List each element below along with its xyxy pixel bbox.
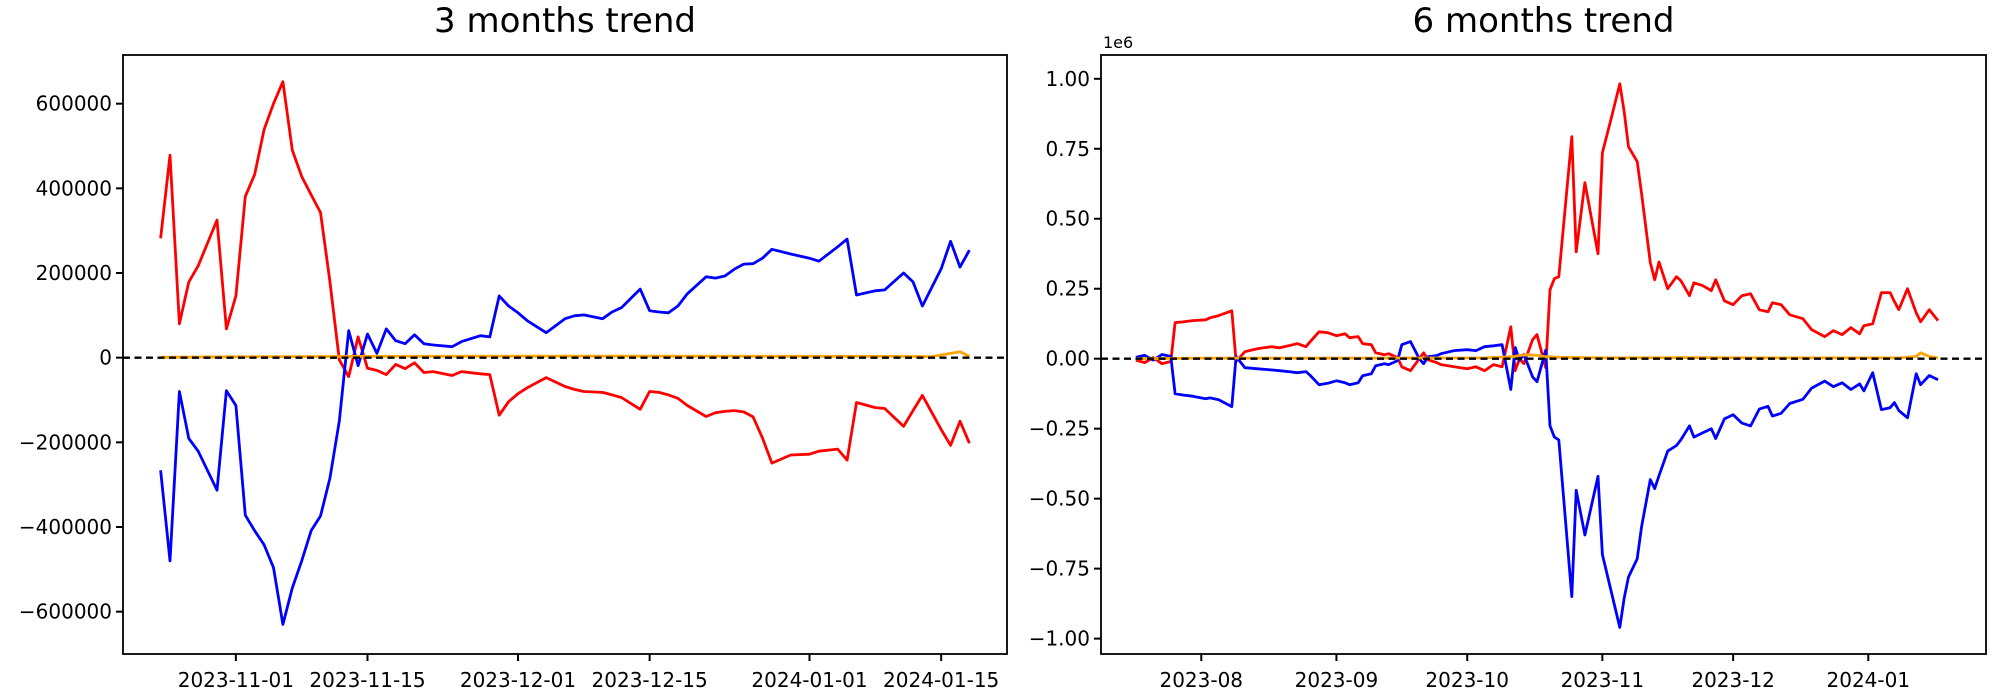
- y-tick-label: −600000: [19, 600, 112, 624]
- x-tick-label: 2023-11-15: [309, 668, 425, 692]
- x-tick-label: 2023-11: [1561, 668, 1645, 692]
- x-tick-label: 2024-01-01: [751, 668, 867, 692]
- y-tick-label: −1.00: [1029, 627, 1090, 651]
- x-tick-label: 2023-08: [1159, 668, 1243, 692]
- y-tick-label: −0.25: [1029, 417, 1090, 441]
- series-red-line: [159, 80, 971, 465]
- y-axis-offset-label: 1e6: [1103, 33, 1134, 52]
- plot-border: [122, 54, 1008, 655]
- y-tick-label: −200000: [19, 430, 112, 454]
- y-tick-label: −0.75: [1029, 557, 1090, 581]
- x-tick-label: 2023-11-01: [178, 668, 294, 692]
- series-blue-line: [159, 237, 971, 626]
- left-chart-title: 3 months trend: [434, 1, 696, 41]
- x-tick-label: 2024-01: [1827, 668, 1911, 692]
- y-tick-label: 1.00: [1045, 67, 1090, 91]
- y-tick-label: 0.00: [1045, 347, 1090, 371]
- y-tick-label: 0.25: [1045, 277, 1090, 301]
- y-tick-label: −0.50: [1029, 487, 1090, 511]
- x-tick-label: 2023-10: [1425, 668, 1509, 692]
- y-tick-label: 200000: [36, 261, 112, 285]
- x-tick-label: 2023-12-01: [460, 668, 576, 692]
- x-tick-label: 2023-12: [1691, 668, 1775, 692]
- y-tick-label: 0.75: [1045, 137, 1090, 161]
- series-red-line: [1135, 82, 1940, 373]
- y-tick-label: −400000: [19, 515, 112, 539]
- right-chart-title: 6 months trend: [1412, 1, 1675, 41]
- y-tick-label: 400000: [36, 176, 112, 200]
- series-blue-line: [1135, 340, 1939, 629]
- y-tick-label: 0.50: [1045, 207, 1090, 231]
- x-tick-label: 2023-12-15: [592, 668, 708, 692]
- x-tick-label: 2024-01-15: [883, 668, 999, 692]
- x-tick-label: 2023-09: [1295, 668, 1379, 692]
- series-orange-line: [160, 350, 971, 359]
- y-tick-label: 600000: [36, 92, 112, 116]
- plot-border: [1100, 54, 1987, 655]
- y-tick-label: 0: [99, 346, 112, 370]
